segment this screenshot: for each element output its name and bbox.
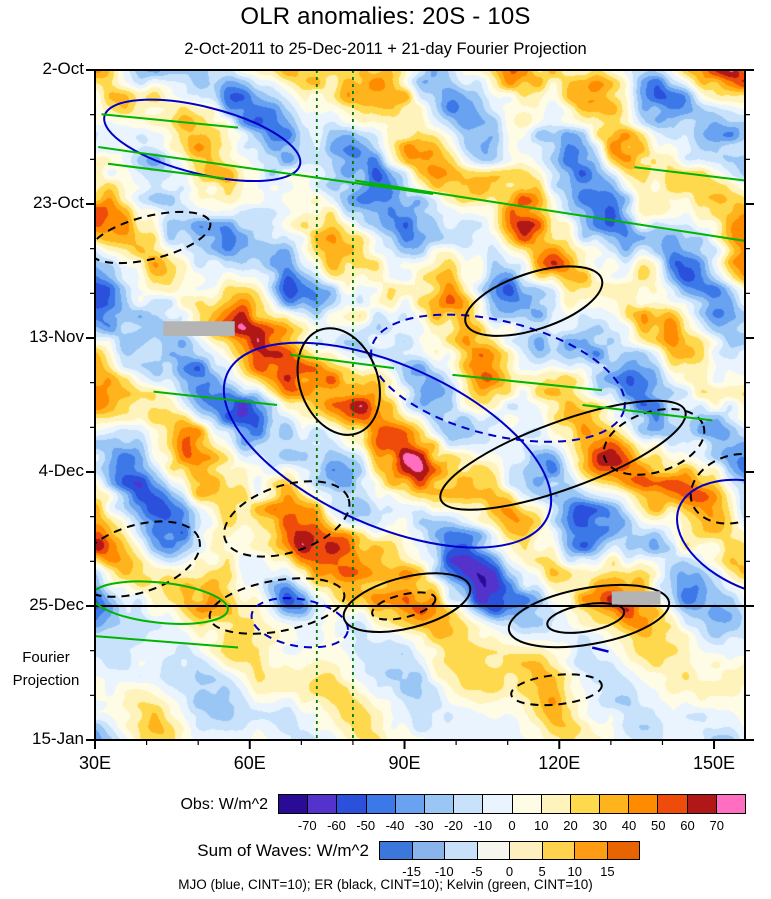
- obs-colorbar-segment: [570, 795, 601, 813]
- obs-colorbar-tick-label: 30: [592, 818, 607, 833]
- obs-colorbar-segment: [658, 795, 688, 813]
- obs-colorbar-tick-label: -10: [473, 818, 493, 833]
- obs-colorbar-tick-label: -50: [356, 818, 376, 833]
- obs-colorbar-segment: [337, 795, 367, 813]
- obs-colorbar-tick-label: -20: [444, 818, 463, 833]
- obs-colorbar-tick-label: -30: [414, 818, 434, 833]
- y-tick-label: 13-Nov: [29, 327, 84, 346]
- x-tick-label: 30E: [78, 753, 112, 773]
- obs-colorbar-segment: [279, 795, 309, 813]
- obs-colorbar-tick-label: 0: [508, 818, 516, 833]
- obs-colorbar-tick-label: -70: [297, 818, 317, 833]
- waves-colorbar-tick-label: 10: [567, 864, 582, 879]
- y-tick-label: 23-Oct: [32, 193, 84, 212]
- chart-title: OLR anomalies: 20S - 10S: [240, 3, 531, 30]
- obs-colorbar-tick-label: 10: [534, 818, 549, 833]
- waves-colorbar-segment: [445, 842, 478, 859]
- obs-colorbar-tick-label: 70: [709, 818, 724, 833]
- obs-colorbar-segment: [454, 795, 484, 813]
- x-tick-label: 60E: [233, 753, 266, 773]
- obs-colorbar-segment: [629, 795, 659, 813]
- x-tick-label: 120E: [538, 753, 581, 773]
- obs-colorbar-tick-label: -60: [327, 818, 346, 833]
- obs-colorbar-segment: [308, 795, 338, 813]
- obs-colorbar-segment: [716, 795, 745, 813]
- contour-overlay: [95, 70, 745, 740]
- obs-colorbar-tick-label: 20: [563, 818, 578, 833]
- obs-colorbar-ticks: -70 -60 -50 -40 -30 -20 -10 0 10 20 30 40 50 60 70: [278, 818, 746, 834]
- waves-colorbar-tick-label: 15: [600, 864, 615, 879]
- obs-colorbar-segment: [483, 795, 513, 813]
- waves-colorbar: [379, 841, 640, 860]
- obs-colorbar-segment: [366, 795, 396, 813]
- fourier-label-line1: Fourier: [22, 649, 70, 666]
- chart-subtitle: 2-Oct-2011 to 25-Dec-2011 + 21-day Fouri…: [184, 40, 587, 58]
- fourier-label-line2: Projection: [12, 672, 80, 689]
- obs-colorbar-segment: [512, 795, 542, 813]
- y-tick-label: 4-Dec: [38, 461, 84, 480]
- waves-colorbar-segment: [380, 842, 413, 859]
- obs-colorbar-segment: [600, 795, 630, 813]
- obs-colorbar-segment: [424, 795, 455, 813]
- obs-colorbar-tick-label: 60: [680, 818, 695, 833]
- waves-colorbar-tick-label: 0: [505, 864, 514, 879]
- waves-colorbar-tick-label: -10: [434, 864, 454, 879]
- obs-colorbar: [278, 794, 746, 814]
- obs-colorbar-tick-label: 40: [621, 818, 637, 833]
- waves-colorbar-label: Sum of Waves: W/m^2: [197, 841, 369, 860]
- waves-colorbar-segment: [510, 842, 543, 859]
- contour-legend-caption: MJO (blue, CINT=10); ER (black, CINT=10)…: [178, 877, 593, 892]
- plot-area: [95, 70, 745, 740]
- waves-colorbar-segment: [575, 842, 608, 859]
- fourier-projection-label: Fourier Projection: [2, 646, 90, 692]
- waves-colorbar-segment: [412, 842, 445, 859]
- waves-colorbar-tick-label: 5: [538, 864, 546, 879]
- obs-colorbar-segment: [687, 795, 717, 813]
- waves-colorbar-segment: [607, 842, 639, 859]
- x-tick-label: 90E: [388, 753, 421, 773]
- waves-colorbar-ticks: -15 -10 -5 0 5 10 15: [379, 864, 640, 880]
- waves-colorbar-segment: [542, 842, 575, 859]
- waves-colorbar-tick-label: -15: [402, 864, 422, 879]
- obs-colorbar-label: Obs: W/m^2: [180, 796, 268, 813]
- waves-colorbar-segment: [477, 842, 510, 859]
- obs-colorbar-segment: [395, 795, 425, 813]
- obs-colorbar-tick-label: -40: [385, 818, 405, 833]
- obs-colorbar-tick-label: 50: [651, 818, 666, 833]
- y-tick-label: 25-Dec: [29, 595, 84, 614]
- x-tick-label: 150E: [693, 753, 736, 773]
- obs-colorbar-segment: [541, 795, 571, 813]
- waves-colorbar-tick-label: -5: [471, 864, 483, 879]
- y-tick-label: 2-Oct: [42, 59, 84, 78]
- y-tick-label: 15-Jan: [32, 729, 84, 748]
